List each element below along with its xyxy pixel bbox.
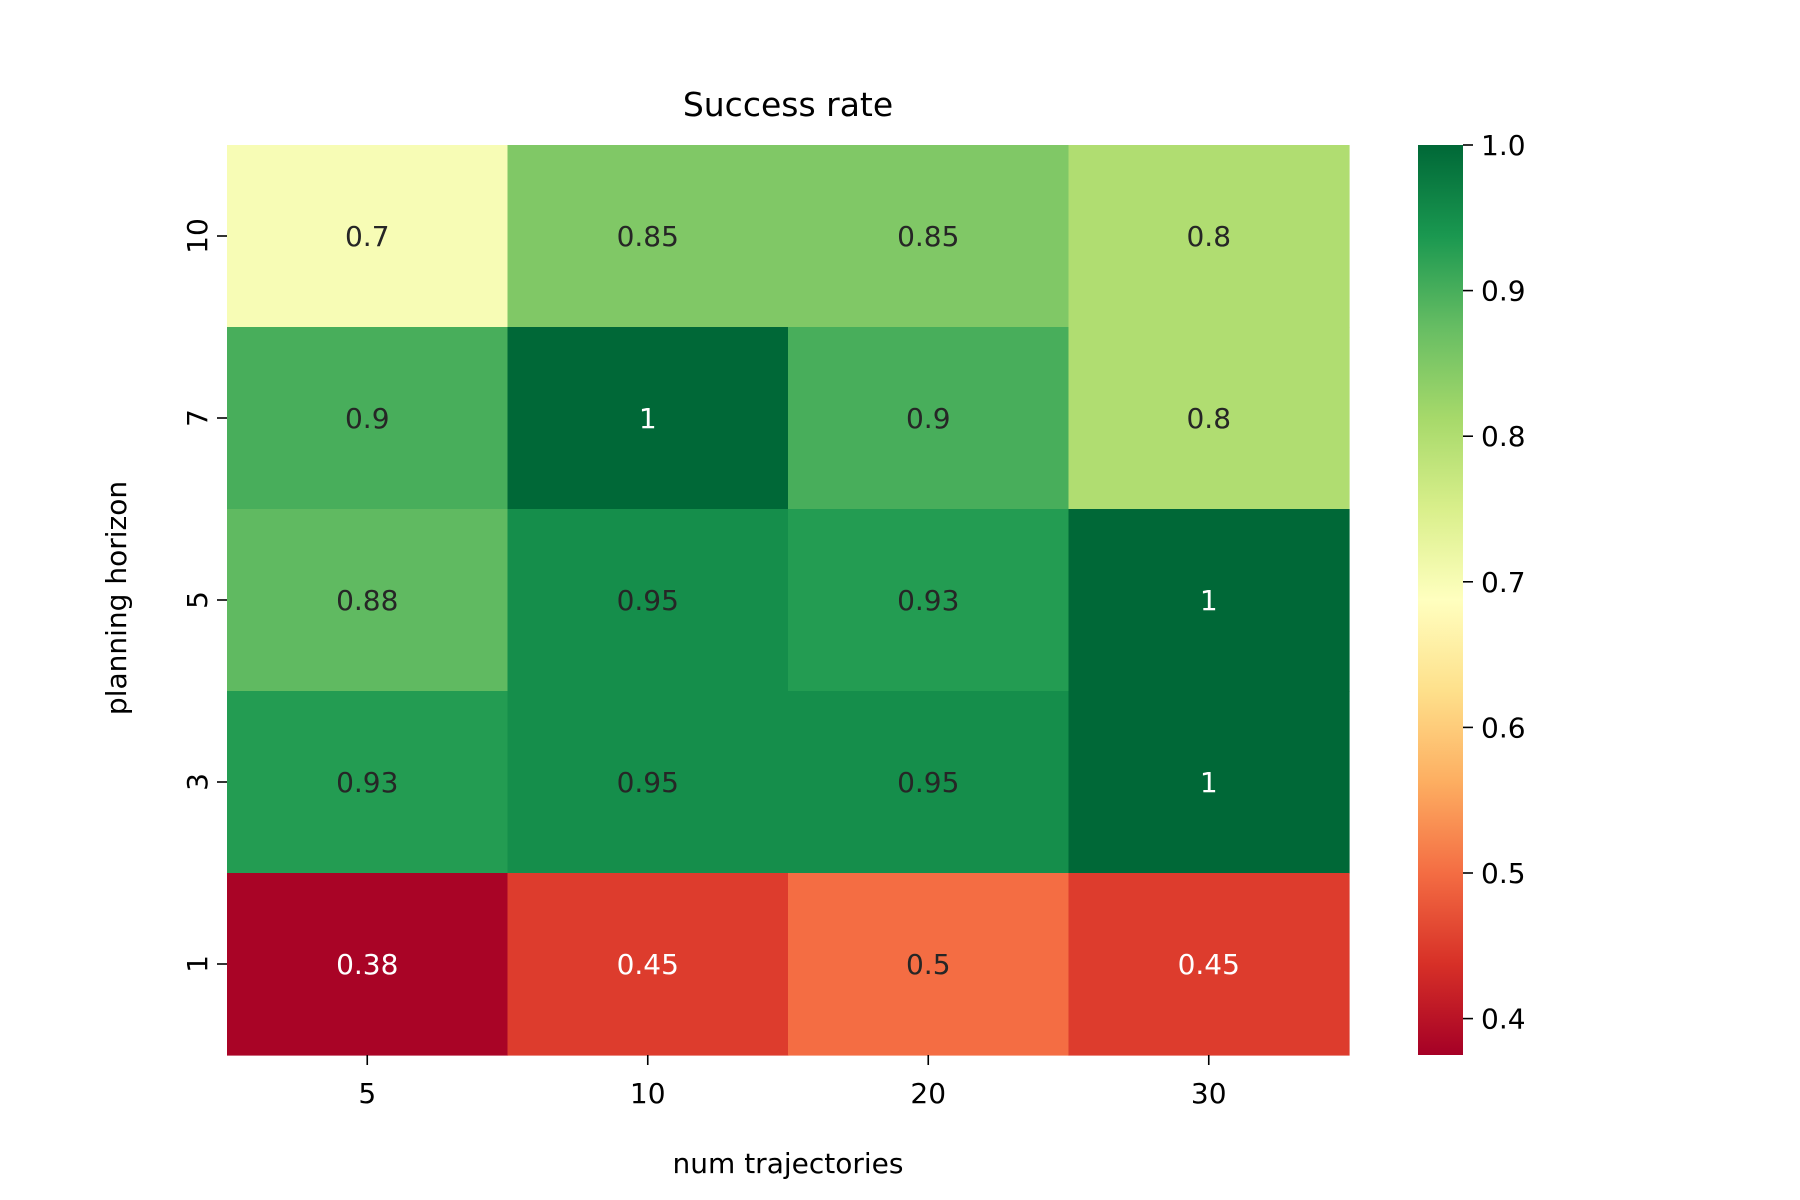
- cell-annotations: 0.7 0.85 0.85 0.8 0.9 1 0.9 0.8 0.88 0.95 0.93 1 0.9…: [336, 220, 1240, 981]
- heatmap-cell: [507, 691, 789, 874]
- heatmap-cell: [227, 509, 509, 692]
- x-tick-label: 5: [358, 1077, 376, 1110]
- cell-label: 0.95: [617, 584, 679, 617]
- y-axis: 10 7 5 3 1: [181, 218, 227, 973]
- heatmap-cell: [227, 873, 509, 1056]
- colorbar-tick-label: 0.9: [1481, 275, 1526, 308]
- heatmap-cell: [788, 873, 1070, 1056]
- cell-label: 0.93: [336, 766, 398, 799]
- cell-label: 0.45: [617, 948, 679, 981]
- cell-label: 0.7: [345, 220, 390, 253]
- cell-label: 0.38: [336, 948, 398, 981]
- heatmap-cell: [507, 873, 789, 1056]
- heatmap-cell: [227, 691, 509, 874]
- y-tick-label: 1: [181, 955, 214, 973]
- x-tick-label: 10: [630, 1077, 666, 1110]
- cell-label: 0.8: [1186, 220, 1231, 253]
- y-axis-label: planning horizon: [100, 481, 133, 715]
- heatmap-cell: [1068, 873, 1350, 1056]
- heatmap-cells: [227, 145, 1350, 1056]
- heatmap-cell: [1068, 327, 1350, 510]
- heatmap-cell: [507, 327, 789, 510]
- heatmap-cell: [227, 145, 509, 328]
- cell-label: 0.85: [617, 220, 679, 253]
- colorbar: [1418, 145, 1463, 1055]
- heatmap-cell: [788, 691, 1070, 874]
- cell-label: 1: [1200, 766, 1218, 799]
- y-tick-label: 7: [181, 409, 214, 427]
- heatmap-cell: [788, 509, 1070, 692]
- x-axis-label: num trajectories: [673, 1147, 904, 1180]
- cell-label: 0.5: [906, 948, 951, 981]
- cell-label: 0.8: [1186, 402, 1231, 435]
- colorbar-axis: 0.4 0.5 0.6 0.7 0.8 0.9 1.0: [1463, 129, 1526, 1036]
- chart-title: Success rate: [683, 85, 893, 124]
- colorbar-tick-label: 0.8: [1481, 420, 1526, 453]
- heatmap-cell: [788, 145, 1070, 328]
- heatmap-cell: [1068, 145, 1350, 328]
- x-tick-label: 20: [910, 1077, 946, 1110]
- heatmap-cell: [227, 327, 509, 510]
- cell-label: 0.9: [906, 402, 951, 435]
- cell-label: 0.88: [336, 584, 398, 617]
- y-tick-label: 10: [181, 218, 214, 254]
- cell-label: 1: [1200, 584, 1218, 617]
- heatmap-cell: [788, 327, 1070, 510]
- x-tick-label: 30: [1191, 1077, 1227, 1110]
- colorbar-tick-label: 0.4: [1481, 1003, 1526, 1036]
- cell-label: 0.85: [897, 220, 959, 253]
- colorbar-tick-label: 0.7: [1481, 566, 1526, 599]
- x-axis: 5 10 20 30: [358, 1055, 1227, 1110]
- heatmap-cell: [1068, 691, 1350, 874]
- cell-label: 0.95: [897, 766, 959, 799]
- cell-label: 0.93: [897, 584, 959, 617]
- heatmap-cell: [1068, 509, 1350, 692]
- cell-label: 1: [639, 402, 657, 435]
- colorbar-tick-label: 0.5: [1481, 857, 1526, 890]
- cell-label: 0.9: [345, 402, 390, 435]
- cell-label: 0.95: [617, 766, 679, 799]
- y-tick-label: 5: [181, 591, 214, 609]
- colorbar-tick-label: 0.6: [1481, 711, 1526, 744]
- heatmap-cell: [507, 145, 789, 328]
- cell-label: 0.45: [1178, 948, 1240, 981]
- colorbar-tick-label: 1.0: [1481, 129, 1526, 162]
- heatmap-cell: [507, 509, 789, 692]
- y-tick-label: 3: [181, 773, 214, 791]
